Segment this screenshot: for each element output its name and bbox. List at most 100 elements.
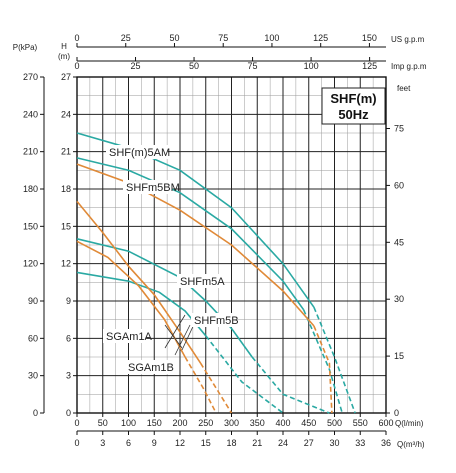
curve-shfm5b-shf-extension	[205, 335, 284, 414]
curve-label-background	[177, 274, 221, 288]
label-leader-line	[164, 324, 183, 349]
x2-tick-label: 27	[304, 438, 314, 448]
y-tick-label: 18	[61, 184, 71, 194]
y2-tick-label: 270	[23, 72, 38, 82]
curve-shf-m-5am-sgam	[76, 163, 315, 327]
y2-axis-label: P(kPa)	[13, 43, 38, 52]
top-imp-tick-label: 125	[362, 61, 377, 71]
x2-tick-label: 18	[226, 438, 236, 448]
y-tick-label: 15	[61, 221, 71, 231]
title-box: SHF(m) 50Hz	[321, 87, 386, 125]
x-tick-label: 0	[74, 418, 79, 428]
top-us-tick-label: 75	[218, 33, 228, 43]
curve-label-background	[125, 360, 169, 374]
top-us-tick-label: 0	[74, 33, 79, 43]
curve-label-shfm5b: SHFm5B	[194, 315, 239, 327]
curve-sgam1b-sgam-extension	[184, 356, 217, 414]
x2-tick-label: 30	[329, 438, 339, 448]
curve-sgam1b-sgam	[76, 240, 186, 358]
curve-shfm5a-shf-extension	[251, 356, 330, 414]
x-tick-label: 600	[378, 418, 393, 428]
chart-title-line1: SHF(m)	[330, 91, 376, 106]
curve-shfm5bm-shf-extension	[302, 309, 343, 414]
curve-label-background	[106, 145, 168, 159]
x2-tick-label: 9	[152, 438, 157, 448]
top-us-tick-label: 150	[362, 33, 377, 43]
top-us-axis-label: US g.p.m	[391, 35, 425, 44]
y-tick-label: 3	[66, 371, 71, 381]
curve-shf-m-5am-shf-extension	[313, 306, 356, 414]
curve-label-sgam1a: SGAm1A	[106, 331, 153, 343]
y-tick-label: 9	[66, 296, 71, 306]
x2-tick-label: 15	[201, 438, 211, 448]
top-us-tick-label: 125	[313, 33, 328, 43]
x2-tick-label: 33	[355, 438, 365, 448]
x2-tick-label: 12	[175, 438, 185, 448]
y-tick-label: 0	[66, 408, 71, 418]
top-us-tick-label: 25	[121, 33, 131, 43]
y2-tick-label: 210	[23, 147, 38, 157]
y-right-axis-label: feet	[397, 84, 411, 93]
curve-labels: SHF(m)5AM SHFm5BM SHFm5A SHFm5B SGAm1A SGAm1B	[103, 145, 239, 374]
top-imp-tick-label: 50	[189, 61, 199, 71]
y-right-tick-label: 45	[394, 237, 404, 247]
x2-tick-label: 0	[74, 438, 79, 448]
top-imp-tick-label: 0	[74, 61, 79, 71]
curve-sgam1a-sgam-extension	[199, 362, 233, 414]
top-imp-axis-label: Imp g.p.m	[391, 62, 427, 71]
label-leader-line	[164, 314, 186, 349]
x-tick-label: 550	[353, 418, 368, 428]
y2-tick-label: 240	[23, 109, 38, 119]
curve-label-shfm5a: SHFm5A	[180, 276, 225, 288]
x2-tick-label: 36	[381, 438, 391, 448]
top-imp-tick-label: 75	[248, 61, 258, 71]
y-tick-label: 6	[66, 333, 71, 343]
chart-title-line2: 50Hz	[338, 107, 369, 122]
y2-tick-label: 30	[28, 371, 38, 381]
y-axis-label-h: H	[61, 42, 67, 51]
y-right-tick-label: 75	[394, 124, 404, 134]
x2-tick-label: 21	[252, 438, 262, 448]
x-tick-label: 400	[275, 418, 290, 428]
x-tick-label: 150	[147, 418, 162, 428]
curve-label-shfm5bm: SHFm5BM	[126, 182, 180, 194]
y-tick-label: 24	[61, 109, 71, 119]
curve-shf-m-5am-sgam-extension	[313, 325, 333, 414]
y-right-tick-label: 60	[394, 180, 404, 190]
y2-tick-label: 120	[23, 259, 38, 269]
y-axis-label-unit: (m)	[58, 52, 70, 61]
x-tick-label: 50	[98, 418, 108, 428]
x-tick-label: 350	[250, 418, 265, 428]
x-tick-label: 450	[301, 418, 316, 428]
curve-label-background	[191, 313, 235, 327]
top-imp-tick-label: 25	[131, 61, 141, 71]
x-tick-label: 200	[172, 418, 187, 428]
curve-shfm5a-shf	[76, 238, 253, 358]
y-tick-label: 12	[61, 259, 71, 269]
x-tick-label: 250	[198, 418, 213, 428]
x2-tick-label: 24	[278, 438, 288, 448]
x-tick-label: 100	[121, 418, 136, 428]
top-imp-tick-label: 100	[304, 61, 319, 71]
label-leader-line	[174, 324, 191, 356]
x2-axis-label: Q(m³/h)	[397, 440, 425, 449]
top-us-tick-label: 50	[169, 33, 179, 43]
curve-shfm5bm-shf	[76, 157, 305, 311]
x2-tick-label: 6	[126, 438, 131, 448]
y2-tick-label: 0	[33, 408, 38, 418]
y2-tick-label: 60	[28, 333, 38, 343]
y-right-tick-label: 15	[394, 351, 404, 361]
y-tick-label: 21	[61, 147, 71, 157]
y2-tick-label: 180	[23, 184, 38, 194]
curve-label-background	[123, 180, 173, 194]
y2-tick-label: 150	[23, 221, 38, 231]
curves	[76, 132, 356, 414]
y-tick-label: 27	[61, 72, 71, 82]
x2-tick-label: 3	[100, 438, 105, 448]
x-tick-label: 300	[224, 418, 239, 428]
grid	[76, 76, 387, 414]
curve-label-sgam1b: SGAm1B	[128, 362, 174, 374]
top-us-tick-label: 100	[264, 33, 279, 43]
curve-label-background	[103, 329, 147, 343]
